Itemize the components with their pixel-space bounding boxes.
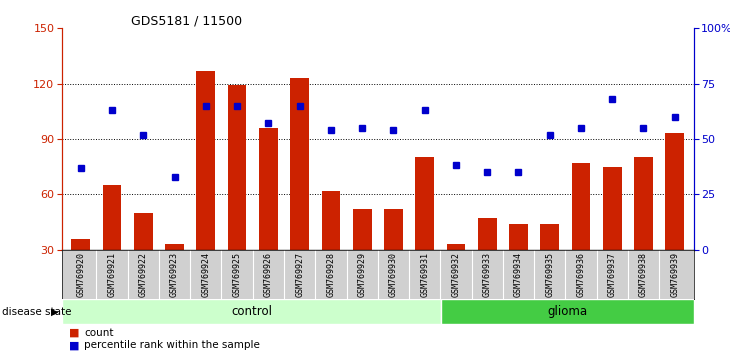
Text: GSM769936: GSM769936 bbox=[577, 252, 585, 297]
Text: GSM769939: GSM769939 bbox=[670, 252, 679, 297]
Text: ▶: ▶ bbox=[51, 307, 58, 316]
Bar bbox=[72, 239, 91, 250]
Text: ■: ■ bbox=[69, 341, 80, 350]
Bar bbox=[321, 190, 340, 250]
Text: control: control bbox=[231, 305, 272, 318]
Text: GSM769937: GSM769937 bbox=[607, 252, 617, 297]
Bar bbox=[103, 185, 121, 250]
Bar bbox=[228, 85, 247, 250]
Bar bbox=[572, 163, 591, 250]
Bar bbox=[509, 224, 528, 250]
Text: GDS5181 / 11500: GDS5181 / 11500 bbox=[131, 14, 242, 27]
Bar bbox=[134, 213, 153, 250]
Text: GSM769929: GSM769929 bbox=[358, 252, 366, 297]
Bar bbox=[540, 224, 559, 250]
Bar bbox=[665, 133, 684, 250]
Text: GSM769935: GSM769935 bbox=[545, 252, 554, 297]
Text: GSM769934: GSM769934 bbox=[514, 252, 523, 297]
Text: percentile rank within the sample: percentile rank within the sample bbox=[84, 341, 260, 350]
Text: GSM769938: GSM769938 bbox=[639, 252, 648, 297]
Text: glioma: glioma bbox=[548, 305, 587, 318]
Text: GSM769924: GSM769924 bbox=[201, 252, 210, 297]
Text: count: count bbox=[84, 328, 113, 338]
Bar bbox=[384, 209, 403, 250]
Text: GSM769921: GSM769921 bbox=[107, 252, 117, 297]
Text: GSM769932: GSM769932 bbox=[451, 252, 461, 297]
Bar bbox=[478, 218, 496, 250]
Text: disease state: disease state bbox=[2, 307, 72, 316]
Text: GSM769922: GSM769922 bbox=[139, 252, 148, 297]
Text: GSM769930: GSM769930 bbox=[389, 252, 398, 297]
Bar bbox=[196, 71, 215, 250]
Text: GSM769927: GSM769927 bbox=[295, 252, 304, 297]
Bar bbox=[441, 299, 694, 324]
Text: GSM769923: GSM769923 bbox=[170, 252, 179, 297]
Bar bbox=[165, 244, 184, 250]
Bar bbox=[447, 244, 465, 250]
Bar bbox=[415, 158, 434, 250]
Bar bbox=[634, 158, 653, 250]
Text: GSM769925: GSM769925 bbox=[233, 252, 242, 297]
Bar bbox=[353, 209, 372, 250]
Bar bbox=[603, 167, 622, 250]
Text: GSM769931: GSM769931 bbox=[420, 252, 429, 297]
Text: ■: ■ bbox=[69, 328, 80, 338]
Text: GSM769928: GSM769928 bbox=[326, 252, 335, 297]
Bar bbox=[62, 299, 441, 324]
Bar bbox=[259, 128, 277, 250]
Text: GSM769933: GSM769933 bbox=[483, 252, 492, 297]
Bar bbox=[291, 78, 309, 250]
Text: GSM769920: GSM769920 bbox=[77, 252, 85, 297]
Text: GSM769926: GSM769926 bbox=[264, 252, 273, 297]
